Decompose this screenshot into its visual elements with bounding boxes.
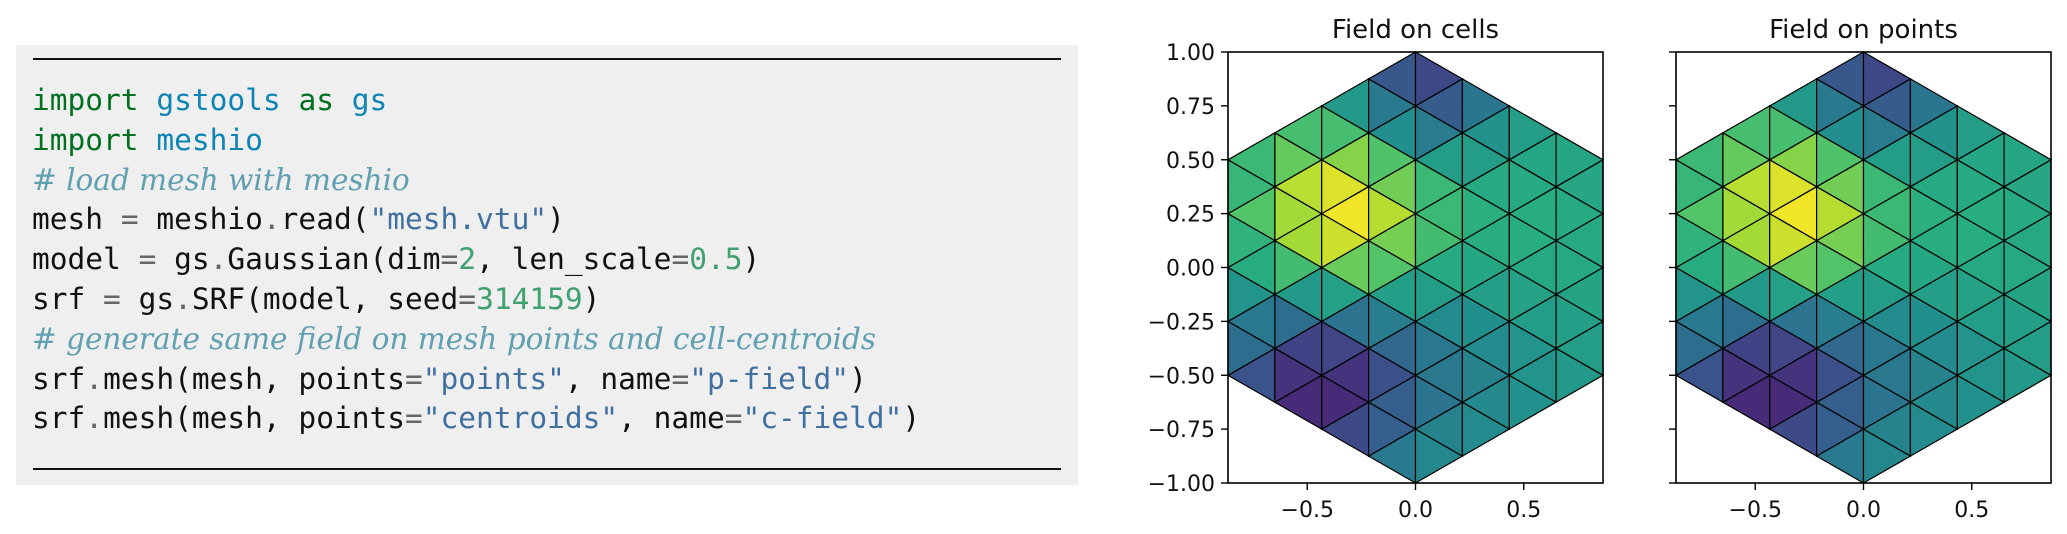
code-token: =	[103, 281, 121, 316]
code-line: mesh = meshio.read("mesh.vtu")	[32, 200, 920, 240]
code-line: srf.mesh(mesh, points="centroids", name=…	[32, 399, 920, 439]
code-token	[334, 83, 352, 117]
code-token: =	[458, 281, 477, 316]
code-token: SRF(model, seed	[191, 281, 459, 316]
code-bottom-rule	[33, 468, 1061, 470]
code-top-rule	[33, 58, 1061, 60]
code-line: # generate same field on mesh points and…	[32, 320, 920, 360]
code-token: )	[742, 242, 761, 277]
code-token: gs	[120, 281, 175, 316]
code-token: "points"	[422, 361, 565, 396]
x-tick-label: −0.5	[1729, 498, 1782, 523]
code-token: "centroids"	[422, 401, 619, 436]
code-line: srf = gs.SRF(model, seed=314159)	[32, 280, 920, 320]
code-token: .	[85, 401, 104, 436]
y-tick-label: −0.50	[1148, 364, 1215, 389]
code-token: )	[902, 401, 921, 436]
y-tick-label: −0.25	[1148, 310, 1215, 335]
chart-title: Field on points	[1769, 15, 1958, 45]
code-token: model	[32, 242, 139, 277]
code-token: import	[32, 83, 139, 117]
code-token: "mesh.vtu"	[369, 202, 548, 237]
chart-panel: Field on cells −0.5 0.0 0.5 1.00 0.75 0.50 0.25…	[1148, 15, 1605, 523]
code-token: =	[724, 401, 743, 436]
code-token: srf	[32, 401, 86, 436]
chart-panel: Field on points −0.5 0.0 0.5	[1669, 15, 2053, 523]
code-token: gstools	[156, 83, 281, 117]
code-line: model = gs.Gaussian(dim=2, len_scale=0.5…	[32, 240, 920, 280]
code-token: gs	[351, 83, 388, 117]
mesh-cell	[2003, 131, 2053, 188]
code-token: .	[85, 361, 104, 396]
code-lines: import gstools as gs import meshio # load …	[32, 81, 920, 439]
code-token: =	[671, 242, 690, 277]
mesh-cell	[1909, 77, 1959, 134]
code-token: mesh(mesh, points	[103, 401, 405, 436]
code-token	[139, 83, 157, 117]
mesh-cell	[1862, 50, 1912, 107]
code-token: .	[262, 202, 281, 237]
code-token: , name	[564, 361, 672, 396]
code-token: srf	[32, 281, 104, 316]
code-line: srf.mesh(mesh, points="points", name="p-…	[32, 360, 920, 400]
code-token: # generate same field on mesh points and…	[32, 321, 876, 356]
figure-canvas: Field on cells −0.5 0.0 0.5 1.00 0.75 0.50 0.25…	[1148, 15, 2053, 523]
y-tick-label: 0.25	[1166, 203, 1215, 228]
mesh-cell	[1555, 131, 1605, 188]
code-token: )	[582, 281, 601, 316]
code-token	[139, 123, 157, 157]
code-token: "c-field"	[742, 401, 903, 436]
code-token: # load mesh with meshio	[32, 162, 410, 197]
code-token: =	[671, 361, 690, 396]
mesh-cell	[1956, 104, 2006, 161]
y-tick-label: 0.75	[1166, 95, 1215, 120]
code-token: .	[209, 242, 228, 277]
code-token: "p-field"	[689, 361, 850, 396]
code-token: mesh(mesh, points	[103, 361, 405, 396]
chart-title: Field on cells	[1332, 15, 1499, 45]
code-token: )	[547, 202, 565, 237]
code-token	[281, 83, 299, 117]
code-line: import gstools as gs	[32, 81, 920, 121]
y-tick-label: −1.00	[1148, 472, 1215, 497]
code-token: , len_scale	[476, 242, 672, 277]
code-token: =	[440, 242, 459, 277]
y-tick-label: 1.00	[1166, 41, 1215, 66]
code-listing-panel: import gstools as gs import meshio # load …	[16, 45, 1078, 485]
mesh-cell	[1414, 50, 1464, 107]
x-tick-label: 0.5	[1954, 498, 1989, 523]
code-token: =	[405, 401, 423, 436]
y-tick-label: −0.75	[1148, 418, 1215, 443]
code-token: import	[32, 122, 139, 157]
code-token: , name	[618, 401, 725, 436]
code-line: import meshio	[32, 121, 920, 161]
code-token: mesh	[32, 202, 121, 237]
x-tick-label: 0.5	[1506, 498, 1541, 523]
code-token: =	[120, 202, 139, 237]
code-token: .	[174, 281, 192, 316]
mesh-field-figure: Field on cells −0.5 0.0 0.5 1.00 0.75 0.50 0.25…	[1080, 0, 2067, 534]
code-token: read(	[280, 202, 370, 237]
code-token: Gaussian(dim	[227, 242, 441, 277]
code-token: meshio	[138, 202, 263, 237]
mesh-cell	[1461, 77, 1511, 134]
code-token: 0.5	[689, 242, 743, 277]
code-token: =	[405, 361, 423, 396]
y-tick-label: 0.00	[1166, 257, 1215, 282]
mesh-cell	[1508, 104, 1558, 161]
y-tick-label: 0.50	[1166, 149, 1215, 174]
code-token: meshio	[156, 122, 263, 157]
code-token: )	[849, 361, 867, 396]
x-tick-label: 0.0	[1846, 498, 1881, 523]
code-token: 2	[458, 242, 477, 277]
code-token: gs	[156, 242, 210, 277]
x-tick-label: −0.5	[1281, 498, 1334, 523]
code-token: srf	[32, 361, 86, 396]
code-token: as	[298, 83, 334, 117]
code-token: =	[138, 242, 157, 277]
x-tick-label: 0.0	[1398, 498, 1433, 523]
code-line: # load mesh with meshio	[32, 161, 920, 201]
code-token: 314159	[476, 281, 583, 316]
